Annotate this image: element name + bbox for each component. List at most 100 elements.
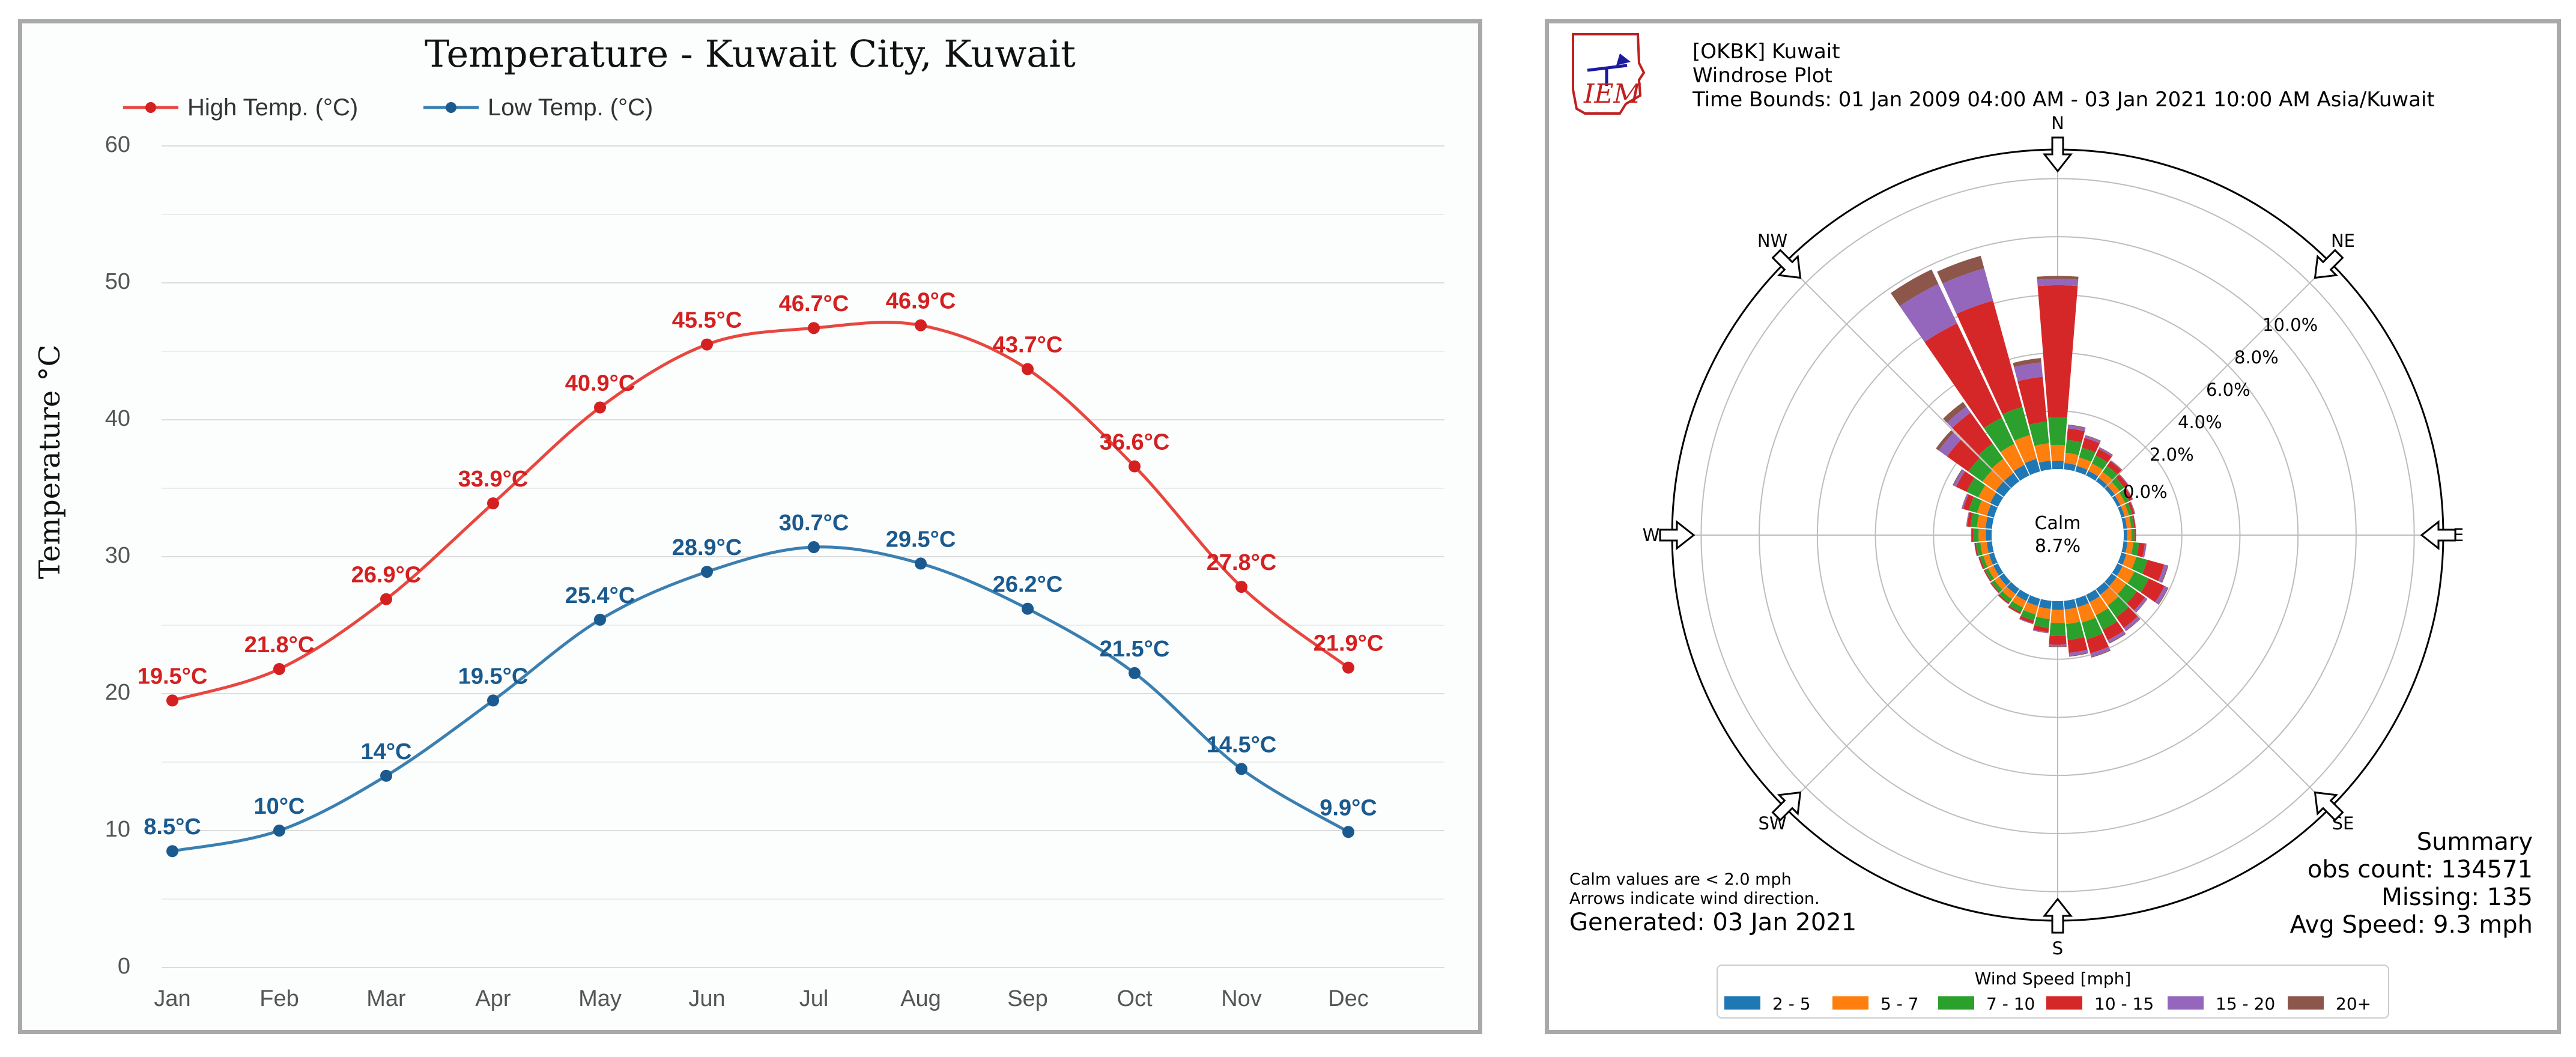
direction-arrow-icon: [2420, 519, 2456, 551]
windrose-bar-segment: [2002, 407, 2031, 441]
windrose-bar-segment: [2020, 610, 2036, 621]
windrose-bar-segment: [1986, 541, 1994, 553]
data-label: 14°C: [361, 739, 412, 765]
windrose-bar-segment: [2135, 598, 2148, 613]
windrose-bar-segment: [2077, 603, 2096, 623]
direction-label-w: W: [1643, 525, 1660, 545]
windrose-bar-segment: [2102, 465, 2118, 480]
windrose-bar-segment: [2117, 584, 2137, 604]
windrose-bar-segment: [2085, 435, 2101, 441]
radial-label: 6.0%: [2206, 380, 2250, 400]
calm-circle: [1992, 469, 2124, 601]
windrose-bar-segment: [1924, 323, 2002, 428]
windrose-bar-segment: [1978, 528, 1986, 542]
windrose-bar-segment: [1978, 556, 1984, 569]
angular-gridline: [1784, 262, 2011, 489]
windrose-bar-segment: [1962, 494, 1969, 509]
data-point: [380, 769, 392, 782]
legend-marker-high: [145, 102, 156, 113]
temperature-chart-panel: Temperature - Kuwait City, Kuwait Temper…: [18, 19, 1482, 1034]
direction-label-n: N: [2051, 113, 2064, 133]
windrose-bar-segment: [2096, 608, 2117, 630]
windrose-bar-segment: [2088, 463, 2103, 477]
windrose-bar-segment: [2095, 449, 2112, 463]
windrose-bar-segment: [2075, 465, 2088, 475]
windrose-bar-segment: [2066, 428, 2085, 443]
calm-label: Calm: [2035, 513, 2081, 534]
windrose-bar-segment: [1953, 469, 1965, 487]
x-tick-label: Jul: [799, 986, 829, 1011]
legend-label: 5 - 7: [1880, 994, 1919, 1014]
windrose-bar-segment: [2109, 633, 2126, 644]
windrose-bar-segment: [2013, 358, 2041, 368]
calm-value: 8.7%: [2035, 536, 2080, 557]
windrose-bar-segment: [2079, 447, 2096, 462]
windrose-bar-segment: [2082, 437, 2100, 453]
windrose-bar-segment: [2068, 424, 2086, 429]
direction-label-s: S: [2052, 938, 2063, 959]
windrose-bar-segment: [1978, 485, 1996, 503]
windrose-bar-segment: [2023, 602, 2038, 615]
windrose-bar-segment: [2134, 597, 2147, 613]
time-bounds: Time Bounds: 01 Jan 2009 04:00 AM - 03 J…: [1692, 88, 2435, 112]
station-title: [OKBK] Kuwait: [1693, 40, 1840, 64]
windrose-bar-segment: [2158, 564, 2168, 583]
x-tick-label: Mar: [366, 986, 406, 1011]
data-point: [701, 338, 713, 351]
windrose-bar-segment: [2121, 541, 2128, 553]
data-label: 27.8°C: [1207, 550, 1277, 575]
windrose-bar-segment: [2142, 543, 2147, 558]
windrose-bar-segment: [2033, 625, 2049, 632]
windrose-bar-segment: [2136, 542, 2145, 557]
data-point: [701, 566, 713, 578]
windrose-bar-segment: [1947, 407, 1971, 428]
windrose-bar-segment: [2111, 460, 2123, 470]
temperature-chart: Temperature - Kuwait City, Kuwait Temper…: [22, 23, 1478, 1030]
windrose-bar-segment: [2034, 616, 2050, 628]
windrose-bar-segment: [1989, 553, 1998, 565]
direction-arrow-icon: [1771, 249, 1802, 279]
windrose-bar-segment: [2125, 516, 2132, 529]
windrose-bar-segment: [2086, 633, 2109, 653]
x-axis-ticks: Jan Feb Mar Apr May Jun Jul Aug Sep Oct Nov Dec: [154, 986, 1368, 1011]
windrose-bar-segment: [2108, 482, 2120, 495]
legend-swatch: [1724, 996, 1760, 1010]
data-point: [1235, 763, 1247, 775]
y-tick-label: 50: [105, 269, 130, 294]
data-point: [1235, 581, 1247, 593]
windrose-bar-segment: [2121, 517, 2127, 529]
windrose-bar-segment: [1977, 514, 1988, 528]
windrose-bar-segment: [1966, 512, 1969, 527]
direction-arrow-icon: [2042, 897, 2073, 934]
windrose-bar-segment: [2009, 601, 2023, 613]
windrose-bar-segment: [1952, 413, 1993, 455]
windrose-bar-segment: [2032, 629, 2049, 633]
y-axis-ticks: 0 10 20 30 40 50 60: [105, 132, 130, 979]
windrose-bar-segment: [2129, 515, 2135, 528]
windrose-bar-segment: [1942, 268, 1993, 314]
angular-gridline: [2104, 262, 2331, 489]
windrose-bar-segment: [2025, 458, 2040, 475]
direction-arrows: [1659, 136, 2456, 934]
windrose-bar-segment: [2105, 486, 2115, 497]
windrose-bar-segment: [2090, 646, 2111, 657]
windrose-bar-segment: [2034, 443, 2051, 463]
x-tick-label: Jan: [154, 986, 190, 1011]
windrose-bar-segment: [2098, 471, 2112, 485]
windrose-bar-segment: [2133, 515, 2136, 528]
data-label: 30.7°C: [779, 510, 849, 536]
windrose-bar-segment: [1970, 513, 1980, 528]
data-label: 40.9°C: [565, 371, 635, 396]
windrose-bar-segment: [1986, 529, 1992, 541]
data-label: 45.5°C: [672, 308, 742, 333]
windrose-bar-segment: [2049, 622, 2066, 637]
direction-arrow-icon: [2314, 249, 2344, 279]
windrose-bar-segment: [2121, 504, 2129, 517]
windrose-bar-segment: [2038, 461, 2052, 471]
windrose-bar-segment: [2108, 631, 2126, 643]
legend-swatch: [1832, 996, 1868, 1010]
legend: High Temp. (°C) Low Temp. (°C): [123, 94, 653, 121]
windrose-bar-segment: [1980, 556, 1988, 569]
data-point: [1129, 667, 1141, 679]
windrose-bar-segment: [1999, 591, 2012, 603]
